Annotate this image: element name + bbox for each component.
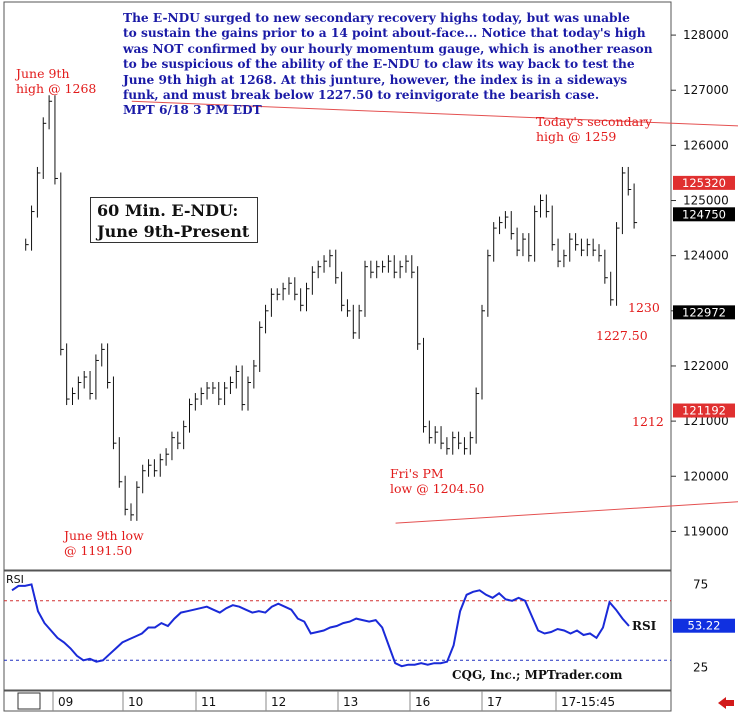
x-tick-label: 17-15:45 — [561, 695, 615, 709]
price-badge-label: 124750 — [682, 207, 726, 221]
trend-line-lower — [395, 501, 738, 524]
price-y-tick-label: 125000 — [683, 194, 729, 208]
price-panel-frame — [3, 1, 672, 571]
annotation-122750: 1227.50 — [596, 328, 648, 343]
chart-title: 60 Min. E-NDU: June 9th-Present — [97, 201, 250, 241]
price-badge — [673, 207, 735, 222]
price-badge-label: 121192 — [682, 404, 726, 418]
annotation-today-high: Today's secondary high @ 1259 — [536, 114, 653, 144]
price-y-tick-label: 120000 — [683, 469, 729, 483]
rsi-y-tick-label: 75 — [693, 577, 708, 591]
x-tick-label: 17 — [487, 695, 502, 709]
price-badge-label: 122972 — [682, 305, 726, 319]
price-badge — [673, 305, 735, 320]
scroll-left-arrow-icon — [718, 697, 734, 709]
price-badge-label: 125320 — [682, 176, 726, 190]
commentary-text: The E-NDU surged to new secondary recove… — [123, 11, 653, 118]
price-badge — [673, 175, 735, 190]
rsi-series-label: RSI — [632, 619, 657, 633]
trend-line-upper — [131, 100, 738, 127]
source-credit: CQG, Inc.; MPTrader.com — [452, 668, 623, 682]
x-tick-label: 16 — [415, 695, 430, 709]
rsi-panel-label: RSI — [6, 573, 24, 586]
x-tick-label: 13 — [343, 695, 358, 709]
price-y-tick-label: 126000 — [683, 138, 729, 152]
annotation-june9-low: June 9th low @ 1191.50 — [64, 528, 144, 558]
price-y-tick-label: 121000 — [683, 414, 729, 428]
chart-title-box: 60 Min. E-NDU: June 9th-Present — [90, 197, 258, 243]
rsi-y-tick-label: 25 — [693, 661, 708, 675]
price-badge — [673, 403, 735, 418]
annotation-june9-high: June 9th high @ 1268 — [16, 66, 97, 96]
rsi-value-badge — [673, 618, 735, 633]
annotation-1212: 1212 — [632, 414, 664, 429]
annotation-1230: 1230 — [628, 300, 660, 315]
rsi-series-line — [11, 583, 630, 668]
annotation-fri-low: Fri's PM low @ 1204.50 — [390, 466, 485, 496]
x-tick-label: 09 — [58, 695, 73, 709]
price-y-tick-label: 122000 — [683, 359, 729, 373]
rsi-value-badge-label: 53.22 — [688, 619, 721, 633]
scroll-box — [17, 692, 41, 710]
price-y-tick-label: 128000 — [683, 28, 729, 42]
price-y-tick-label: 119000 — [683, 524, 729, 538]
x-tick-label: 12 — [271, 695, 286, 709]
price-y-tick-label: 124000 — [683, 249, 729, 263]
price-y-tick-label: 127000 — [683, 83, 729, 97]
x-tick-label: 10 — [128, 695, 143, 709]
x-tick-label: 11 — [201, 695, 216, 709]
